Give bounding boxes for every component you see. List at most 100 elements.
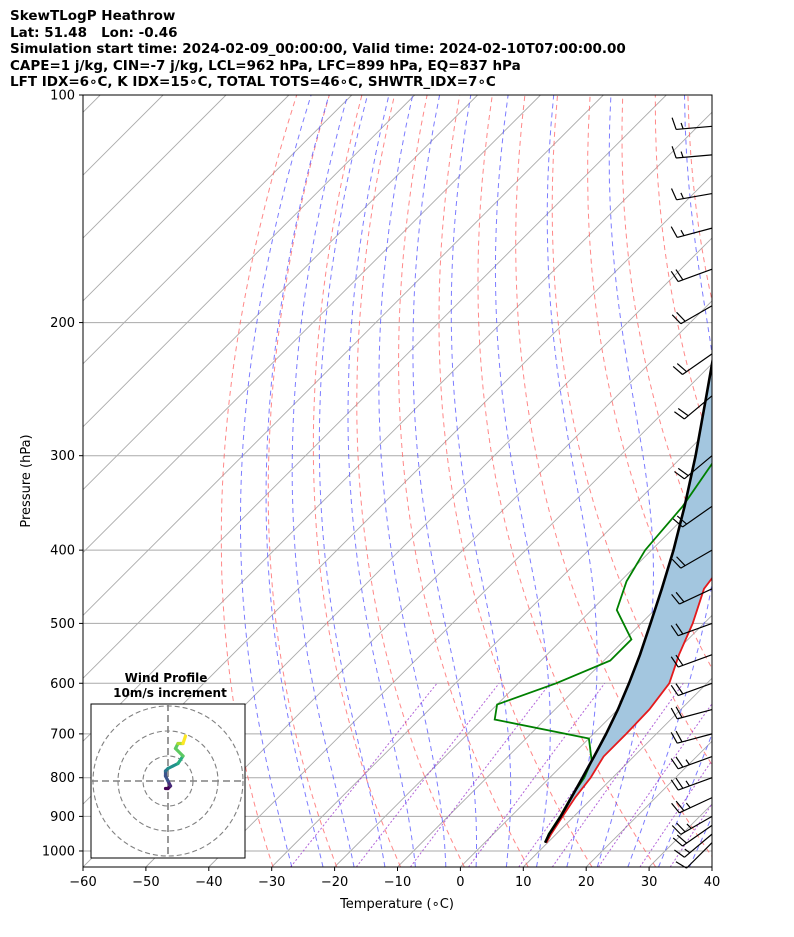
- x-tick-label: −60: [69, 875, 96, 890]
- barb-staff: [684, 455, 713, 480]
- isotherm: [145, 300, 712, 867]
- x-axis-label: Temperature (∘C): [339, 897, 454, 912]
- barb-flag: [670, 656, 679, 668]
- barb-half-flag: [680, 122, 684, 130]
- barb-staff: [677, 708, 713, 720]
- mixing-ratio-line: [468, 683, 606, 867]
- barb-staff: [677, 755, 713, 770]
- isotherm: [271, 426, 712, 867]
- barb-flag: [670, 625, 679, 637]
- barb-flag: [675, 683, 684, 695]
- isotherm: [83, 95, 667, 679]
- barb-flag: [671, 146, 677, 159]
- barb-flag: [672, 518, 683, 528]
- barb-flag: [676, 822, 686, 833]
- barb-flag: [671, 558, 682, 569]
- wind-barb: [670, 682, 713, 697]
- isotherm: [83, 95, 541, 554]
- barb-flag: [677, 467, 689, 477]
- barb-staff: [680, 549, 713, 569]
- barb-staff: [680, 305, 713, 325]
- wind-barb: [672, 353, 713, 376]
- barb-staff: [676, 154, 713, 159]
- y-tick-label: 500: [50, 617, 75, 632]
- moist-adiabat: [627, 95, 712, 867]
- wind-barbs: [670, 117, 713, 869]
- moist-adiabat: [658, 733, 712, 867]
- barb-flag: [675, 777, 684, 789]
- dry-adiabat: [356, 95, 465, 867]
- barb-flag: [675, 269, 684, 281]
- mixing-ratio-line: [551, 683, 684, 867]
- x-axis-ticks: −60 −50 −40 −30 −20 −10 0 10 20 30 40: [69, 867, 720, 890]
- barb-staff: [682, 353, 713, 376]
- isotherm: [83, 95, 290, 302]
- isotherm: [460, 614, 712, 867]
- moist-adiabats: [240, 95, 712, 867]
- x-tick-label: 30: [641, 875, 658, 890]
- barb-flag: [671, 825, 682, 835]
- wind-barb: [670, 777, 713, 791]
- mixing-ratio-line: [409, 682, 551, 867]
- barb-flag: [674, 849, 685, 858]
- barb-flag: [676, 363, 687, 373]
- wind-barb: [670, 755, 713, 770]
- barb-half-flag: [686, 823, 692, 829]
- barb-staff: [677, 227, 713, 239]
- moist-adiabat: [546, 95, 598, 867]
- wind-barb: [671, 797, 713, 814]
- dry-adiabat: [753, 95, 794, 867]
- x-tick-label: −10: [384, 875, 411, 890]
- barb-half-flag: [685, 780, 690, 787]
- barb-flag: [672, 837, 683, 847]
- y-tick-label: 800: [50, 771, 75, 786]
- isotherm: [711, 866, 712, 867]
- barb-staff: [682, 505, 713, 528]
- moist-adiabat: [291, 95, 355, 867]
- barb-half-flag: [680, 229, 685, 236]
- isotherm: [83, 95, 604, 617]
- barb-staff: [677, 682, 713, 697]
- barb-flag: [671, 117, 677, 130]
- moist-adiabat: [596, 95, 655, 867]
- barb-flag: [677, 408, 689, 417]
- mixing-ratio-line: [355, 682, 500, 867]
- dry-adiabat: [220, 95, 298, 867]
- wind-barb: [670, 622, 713, 637]
- moist-adiabat: [378, 95, 447, 867]
- barb-staff: [677, 622, 713, 637]
- parcel-line: [543, 356, 712, 844]
- hodograph-inset: Wind Profile 10m/s increment: [90, 671, 246, 859]
- mixing-ratio-line: [639, 759, 712, 867]
- barb-staff: [682, 824, 713, 847]
- dewpoint-line: [493, 462, 712, 844]
- wind-barb: [670, 188, 713, 201]
- mixing-ratio-line: [669, 803, 712, 867]
- barb-flag: [676, 311, 686, 322]
- barb-flag: [670, 732, 678, 744]
- wind-barb: [672, 505, 713, 528]
- y-tick-label: 200: [50, 316, 75, 331]
- y-tick-label: 700: [50, 727, 75, 742]
- isotherm: [522, 677, 712, 867]
- time-line: Simulation start time: 2024-02-09_00:00:…: [10, 41, 626, 57]
- x-tick-label: −20: [321, 875, 348, 890]
- x-tick-label: 10: [515, 875, 532, 890]
- barb-flag: [674, 411, 685, 420]
- wind-barb: [671, 549, 713, 569]
- barb-staff: [676, 192, 713, 201]
- barb-staff: [679, 797, 713, 814]
- barb-flag: [670, 188, 678, 201]
- barb-staff: [677, 268, 713, 283]
- barb-flag: [675, 800, 685, 812]
- indices-line: LFT IDX=6∘C, K IDX=15∘C, TOTAL TOTS=46∘C…: [10, 74, 496, 90]
- barb-flag: [671, 802, 680, 814]
- isotherm: [83, 95, 101, 113]
- y-tick-label: 1000: [42, 844, 75, 859]
- x-tick-label: −50: [132, 875, 159, 890]
- barb-staff: [686, 842, 713, 869]
- wind-barb: [670, 730, 713, 744]
- hodograph-segment: [173, 746, 185, 758]
- profile-lines: [493, 356, 712, 844]
